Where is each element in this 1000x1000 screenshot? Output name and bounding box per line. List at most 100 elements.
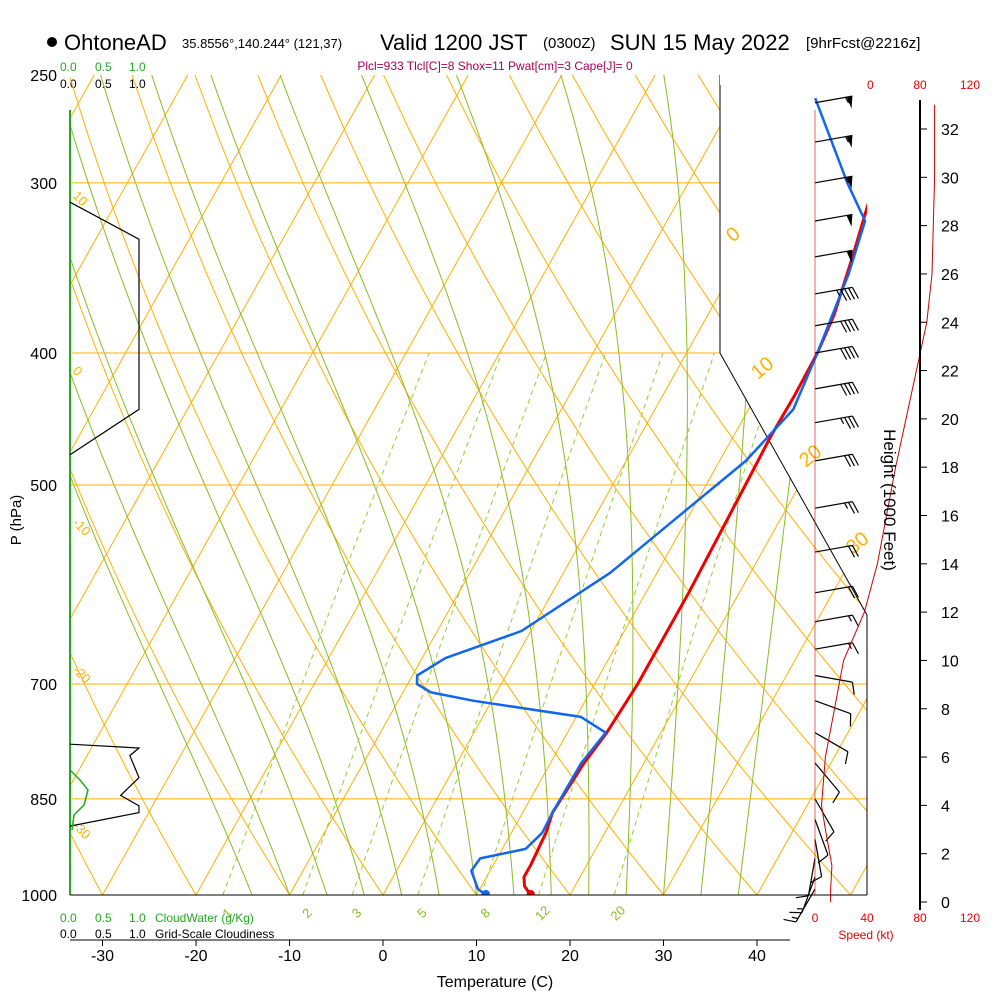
- pressure-tick-label: 1000: [21, 888, 57, 905]
- cloudwater-trace: [69, 769, 89, 831]
- mask-top: [720, 75, 867, 85]
- surface-dewpoint-dot: [481, 890, 490, 895]
- isotherm-line: [850, 864, 867, 895]
- dry-adiabat-line: [0, 75, 9, 895]
- moist-adiabat-line: [151, 75, 440, 895]
- isotherm-line: [663, 530, 867, 895]
- cloud-bottom-green-1: 0.5: [95, 911, 112, 925]
- wind-barb: [814, 175, 853, 189]
- height-tick-label: 6: [941, 750, 950, 767]
- cloudiness-lower: [69, 743, 141, 827]
- wind-barb-half: [847, 615, 853, 622]
- x-tick-label: -20: [184, 948, 207, 965]
- mixing-ratio-label-5: 12: [532, 903, 553, 924]
- dry-adiabat-line: [70, 651, 197, 895]
- wind-barb-flag: [844, 288, 852, 301]
- wind-barb: [814, 345, 859, 360]
- x-tick-label: -30: [91, 948, 114, 965]
- isotherm-line: [70, 75, 282, 454]
- wind-barb-flag: [851, 682, 855, 695]
- mask-border: [719, 75, 868, 616]
- wind-barb-staff: [814, 249, 853, 258]
- wind-barb-staff: [814, 453, 853, 462]
- height-tick-label: 2: [941, 847, 950, 864]
- wind-barb: [814, 642, 859, 655]
- wind-barb-staff: [814, 544, 853, 553]
- pressure-tick-label: 700: [30, 677, 57, 694]
- wind-barb: [814, 732, 849, 765]
- dry-adiabat-line: [70, 467, 290, 895]
- wind-barb-flag: [844, 347, 852, 360]
- wind-barb-flag: [851, 545, 859, 557]
- wind-barb-staff: [814, 700, 851, 715]
- mixing-ratio-label-1: 2: [299, 905, 315, 921]
- height-tick-label: 10: [941, 653, 959, 670]
- wind-barb-flag: [851, 642, 859, 655]
- wind-barb-flag: [844, 417, 852, 429]
- pressure-tick-label: 400: [30, 346, 57, 363]
- moist-adiabat-line: [70, 474, 253, 895]
- height-tick-label: 14: [941, 557, 959, 574]
- mixing-ratio-line: [417, 352, 607, 895]
- cloud-bottom-black-2: 1.0: [129, 927, 146, 941]
- wind-barb-staff: [814, 585, 853, 594]
- height-tick-label: 30: [941, 170, 959, 187]
- wind-barb: [814, 544, 859, 558]
- speed-bottom-80: 80: [913, 911, 927, 925]
- cloudwater-title: CloudWater (g/Kg): [155, 911, 254, 925]
- wind-barb-flag: [847, 502, 856, 514]
- mixing-ratio-label-6: 20: [607, 903, 628, 924]
- wind-barb: [814, 381, 859, 396]
- dry-adiabat-line: [194, 75, 664, 895]
- wind-barb-staff: [814, 798, 835, 833]
- wind-barb-flag: [851, 614, 859, 627]
- speed-bottom-120: 120: [960, 911, 980, 925]
- wind-barb: [814, 134, 853, 148]
- x-tick-label: 10: [468, 948, 486, 965]
- x-tick-label: 20: [561, 948, 579, 965]
- wind-barb-staff: [814, 732, 849, 753]
- cloud-top-black-0: 0.0: [60, 77, 77, 91]
- wind-barb-staff: [814, 286, 853, 295]
- moist-adiabat-line: [663, 75, 688, 895]
- wind-speed-profile: [814, 104, 936, 902]
- wind-barb-flag: [844, 383, 852, 396]
- wind-barb-flag: [851, 415, 859, 428]
- height-tick-label: 12: [941, 605, 959, 622]
- isotherm-line: [70, 75, 189, 287]
- wind-barb-flag: [851, 346, 859, 358]
- diagram-mask: [719, 75, 868, 895]
- wind-barb-flag: [795, 895, 809, 899]
- moist-adiabat-line: [560, 75, 634, 895]
- moist-adiabat-line: [70, 123, 365, 895]
- station-name: OhtoneAD: [64, 30, 167, 55]
- height-tick-label: 24: [941, 315, 959, 332]
- wind-barb: [795, 858, 816, 899]
- wind-barb-flag: [847, 454, 856, 467]
- wind-barb-half: [845, 177, 850, 184]
- dry-adiabat-line: [320, 75, 851, 895]
- height-tick-label: 4: [941, 798, 950, 815]
- wind-barb-staff: [814, 95, 853, 104]
- y2-axis-title: Height (1000 Feet): [880, 429, 899, 571]
- speed-bottom-0: 0: [812, 911, 819, 925]
- wind-barb-pennant: [846, 135, 853, 148]
- wind-barb-flag: [832, 791, 840, 804]
- upper-right-mask: [720, 75, 867, 615]
- wind-barb-flag: [840, 348, 848, 360]
- wind-barb-staff: [814, 134, 853, 143]
- wind-barb: [783, 888, 816, 923]
- wind-barb-flag: [851, 318, 859, 331]
- x-tick-label: 40: [748, 948, 766, 965]
- wind-barb-flag: [847, 346, 856, 359]
- wind-barb-flag: [847, 545, 856, 558]
- wind-barb-staff: [814, 381, 853, 390]
- wind-barb-half: [791, 916, 799, 920]
- dry-adiabat-line: [508, 75, 867, 613]
- wind-barb-half: [845, 97, 850, 104]
- height-tick-label: 20: [941, 412, 959, 429]
- valid-utc: (0300Z): [543, 35, 596, 52]
- wind-barb-staff: [814, 762, 840, 793]
- moist-adiabat-line: [210, 75, 477, 895]
